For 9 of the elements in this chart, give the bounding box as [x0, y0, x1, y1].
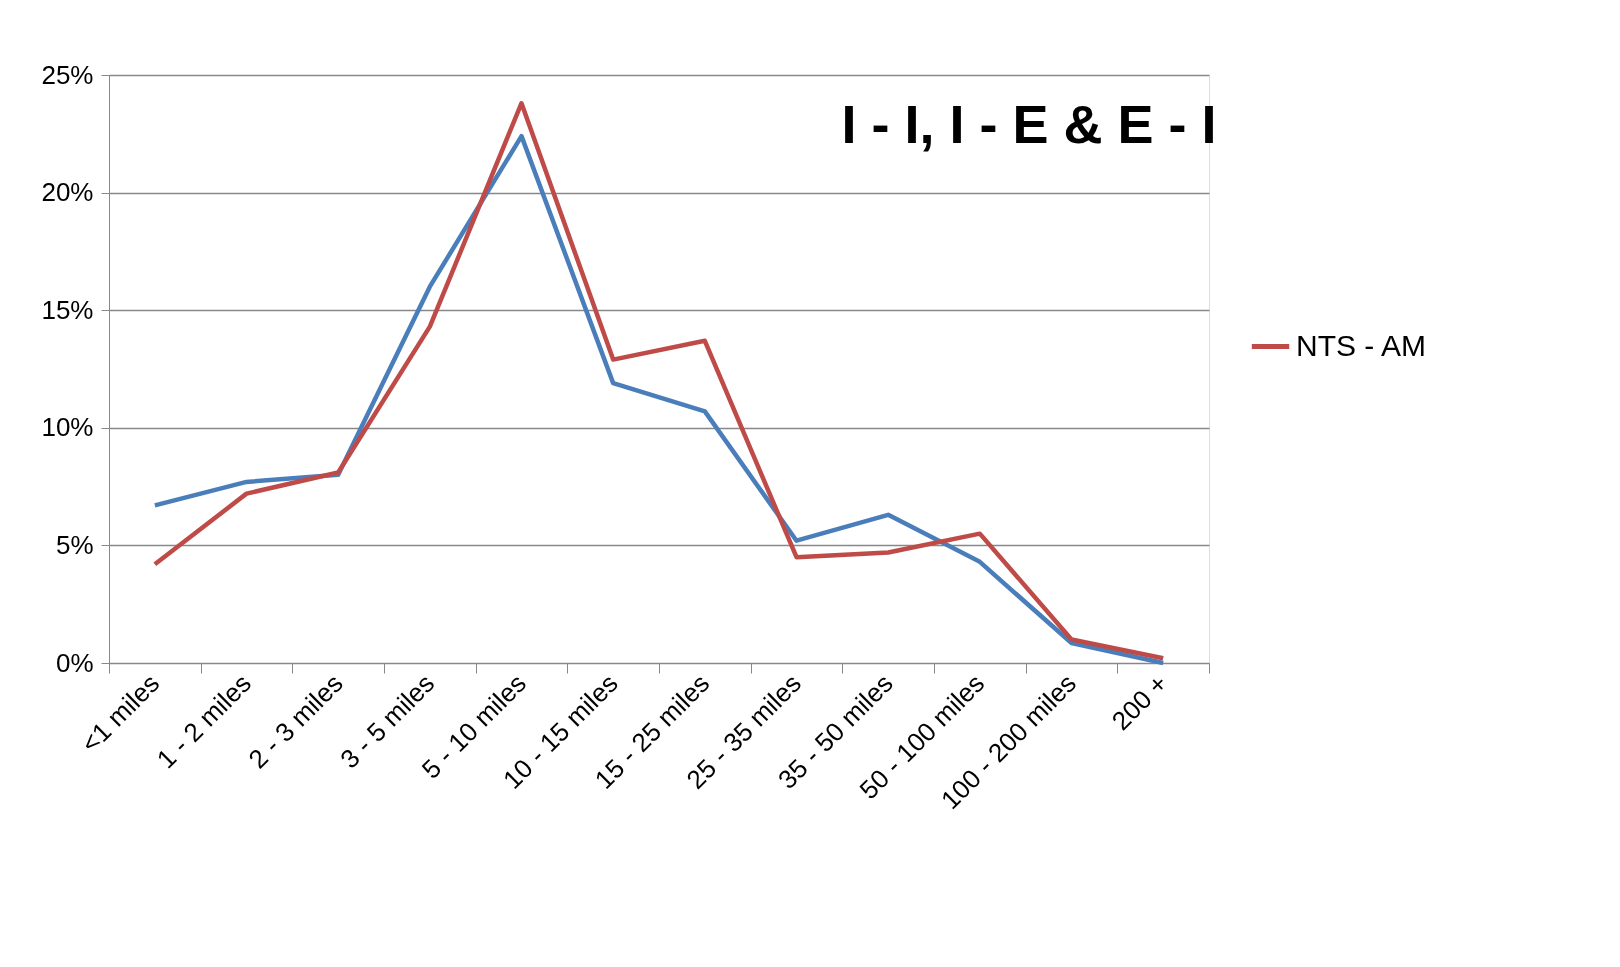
y-tick-label: 15%	[41, 294, 94, 325]
chart-title: I - I, I - E & E - I	[841, 94, 1217, 154]
x-tick-label: 200 +	[1105, 668, 1174, 736]
y-tick-label: 10%	[41, 412, 94, 443]
y-tick-label: 0%	[55, 647, 94, 678]
y-tick-label: 25%	[41, 59, 94, 90]
y-tick-label: 20%	[41, 177, 94, 208]
y-tick-label: 5%	[55, 529, 94, 560]
legend-label: NTS - AM	[1296, 328, 1427, 362]
